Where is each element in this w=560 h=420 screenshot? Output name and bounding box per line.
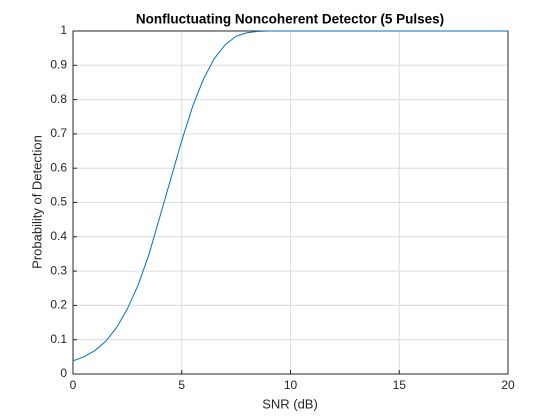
y-tick-label: 0.3 bbox=[50, 263, 67, 277]
y-tick-label: 0.4 bbox=[50, 229, 67, 243]
x-tick-label: 20 bbox=[501, 378, 515, 392]
y-tick-label: 0.6 bbox=[50, 160, 67, 174]
y-tick-label: 0.2 bbox=[50, 298, 67, 312]
y-tick-label: 0.8 bbox=[50, 92, 67, 106]
x-tick-label: 0 bbox=[70, 378, 77, 392]
y-tick-label: 0.7 bbox=[50, 126, 67, 140]
y-axis-label: Probability of Detection bbox=[29, 135, 44, 269]
y-tick-label: 0 bbox=[60, 366, 67, 380]
x-tick-label: 10 bbox=[284, 378, 298, 392]
y-tick-label: 0.5 bbox=[50, 195, 67, 209]
chart-title: Nonfluctuating Noncoherent Detector (5 P… bbox=[136, 12, 444, 27]
x-tick-label: 5 bbox=[178, 378, 185, 392]
data-line bbox=[72, 30, 508, 362]
x-axis-label: SNR (dB) bbox=[262, 396, 318, 411]
y-tick-label: 0.9 bbox=[50, 57, 67, 71]
y-tick-label: 1 bbox=[60, 23, 67, 37]
x-tick-label: 15 bbox=[393, 378, 407, 392]
y-tick-label: 0.1 bbox=[50, 332, 67, 346]
